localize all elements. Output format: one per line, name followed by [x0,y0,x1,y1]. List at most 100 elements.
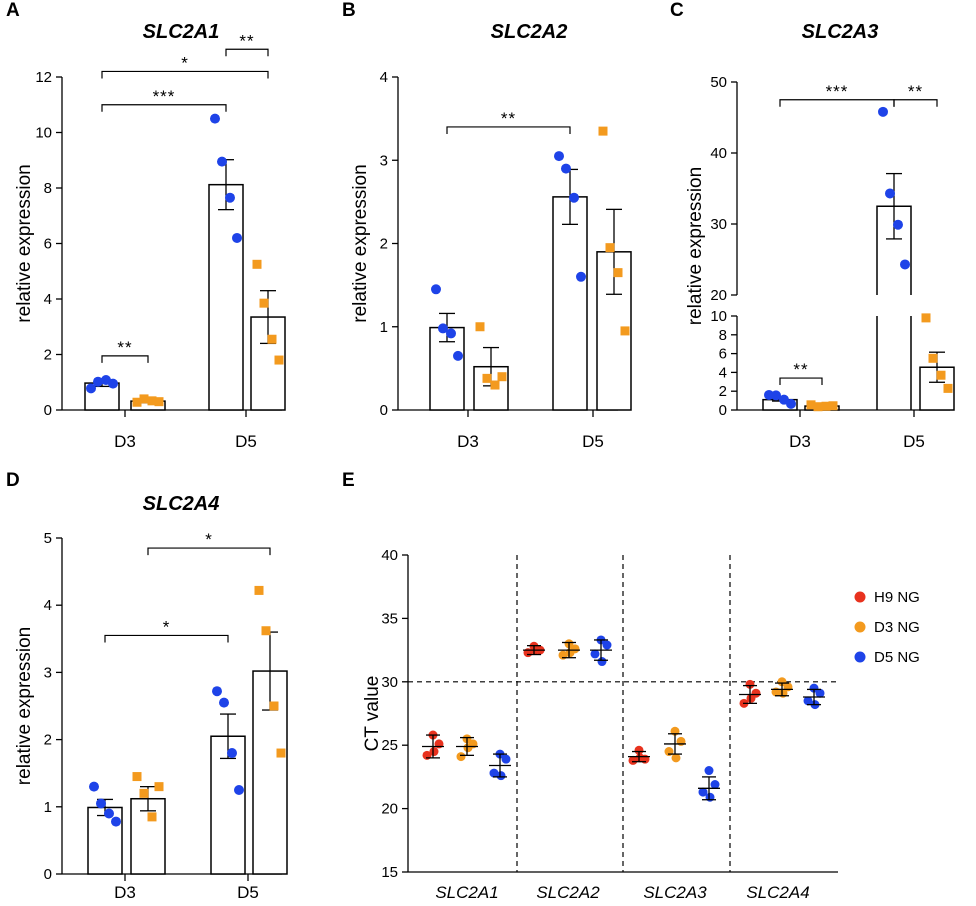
y-tick-label: 2 [44,347,52,364]
y-tick-label: 8 [719,327,727,344]
data-point [147,396,157,406]
y-tick-label: 8 [44,180,52,197]
x-tick-label: D5 [237,883,259,902]
x-tick-label: D3 [114,883,136,902]
data-point [482,373,492,383]
y-tick-label: 10 [35,125,52,142]
panel-title: SLC2A3 [802,21,879,43]
ct-point [803,696,813,706]
significance-label: * [205,530,213,549]
y-tick-label: 6 [44,236,52,253]
y-tick-label: 2 [44,732,52,749]
data-point [893,219,903,230]
data-point [561,163,571,174]
panel-e: E CT value 15 20 25 30 35 40 SLC2A1 SLC2A2 SLC2A3 S… [342,470,920,902]
data-point [89,781,99,792]
panel-title: SLC2A1 [143,21,220,43]
panel-letter: B [342,0,356,21]
ct-point [463,743,473,753]
data-point [225,192,235,203]
significance-bracket [893,99,938,107]
legend-marker [854,621,866,633]
legend-label: D3 NG [874,619,920,636]
significance-bracket [101,104,227,112]
data-point [111,816,121,827]
data-point [139,394,149,404]
x-tick-label: D5 [582,432,604,451]
ct-point [704,766,714,776]
data-point [576,271,586,282]
ct-point [777,677,787,687]
data-point [210,113,220,124]
data-point [598,126,608,136]
y-tick-label: 30 [710,216,727,233]
ct-point [710,780,720,790]
data-point [828,401,838,411]
ct-point [746,693,756,703]
significance-bracket [779,99,895,107]
y-tick-label: 20 [710,287,727,304]
ct-point [815,688,825,698]
data-point [806,400,816,410]
significance-bracket [101,70,269,79]
significance-label: ** [239,31,254,50]
data-point [274,355,284,365]
panel-a: A SLC2A1 relative expression 0 2 4 6 8 10 12 D3 D5 *… [6,0,286,451]
y-tick-label: 5 [44,530,52,547]
legend-marker [854,591,866,603]
data-point [438,323,448,334]
panel-title: SLC2A2 [491,21,568,43]
y-tick-label: 20 [381,801,398,818]
panel-letter: D [6,470,20,491]
data-point [771,390,781,401]
y-tick-label: 0 [44,866,52,883]
data-point [605,243,615,253]
y-tick-label: 12 [35,69,52,86]
data-point [267,334,277,344]
data-point [261,626,271,636]
y-tick-label: 25 [381,737,398,754]
data-point [936,370,946,380]
y-tick-label: 50 [710,74,727,91]
data-point [928,353,938,363]
ct-point [496,771,506,781]
data-point [943,383,953,393]
legend-label: D5 NG [874,649,920,666]
data-point [269,701,279,711]
x-tick-label: D5 [903,432,925,451]
y-tick-label: 4 [380,69,388,86]
y-axis-label: relative expression [350,164,371,322]
ct-point [501,754,511,764]
y-tick-label: 30 [381,674,398,691]
data-point [490,380,500,390]
data-point [613,268,623,278]
x-category-label: SLC2A3 [643,883,707,902]
y-tick-label: 15 [381,864,398,881]
ct-point [634,745,644,755]
ct-point [628,755,638,765]
ct-point [809,683,819,693]
legend-marker [854,651,866,663]
significance-label: ** [501,109,516,128]
data-point [885,188,895,199]
significance-bracket [104,634,229,643]
y-tick-label: 1 [44,799,52,816]
y-tick-label: 1 [380,319,388,336]
ct-point [602,640,612,650]
ct-point [698,787,708,797]
data-point [108,378,118,389]
y-axis-label: CT value [362,676,383,752]
y-tick-label: 4 [44,291,52,308]
significance-label: *** [826,82,849,101]
data-point [232,232,242,243]
data-point [252,259,262,269]
data-point [813,402,823,412]
y-tick-label: 4 [44,597,52,614]
data-point [821,401,831,411]
y-tick-label: 6 [719,346,727,363]
y-tick-label: 2 [719,383,727,400]
significance-label: ** [908,82,923,101]
y-tick-label: 40 [710,145,727,162]
data-point [154,397,164,407]
